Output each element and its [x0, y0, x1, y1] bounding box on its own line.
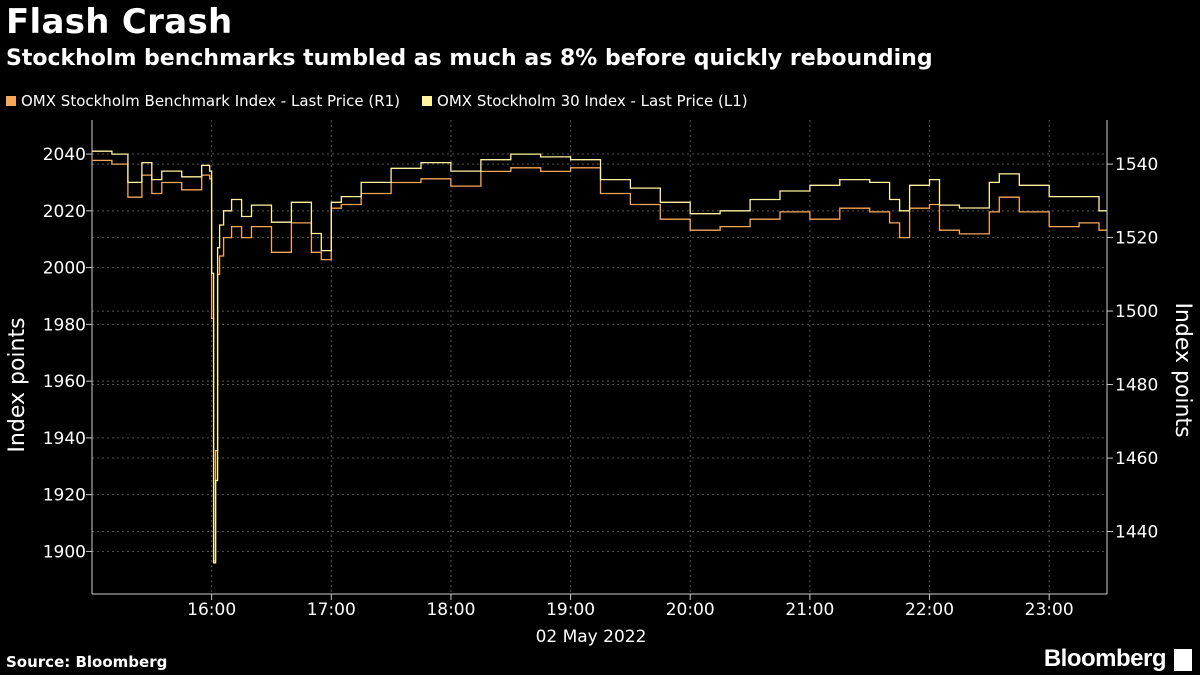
right-tick-label-1480: 1480	[1115, 376, 1158, 396]
left-tick-label-1980: 1980	[43, 315, 86, 335]
legend-item-omx30: OMX Stockholm 30 Index - Last Price (L1)	[422, 92, 748, 110]
right-tick-label-1440: 1440	[1115, 523, 1158, 543]
x-axis-title: 02 May 2022	[536, 627, 647, 647]
axes: 1900 1920 1940 1960 1980 2000 2020 2040 1440 1460…	[43, 120, 1158, 620]
x-tick-label-1800: 18:00	[426, 600, 475, 620]
x-tick-label-2200: 22:00	[905, 600, 954, 620]
x-tick-label-1700: 17:00	[307, 600, 356, 620]
left-tick-label-2000: 2000	[43, 259, 86, 279]
source-note: Source: Bloomberg	[6, 653, 168, 671]
bloomberg-logo-icon	[1174, 649, 1192, 671]
chart-subtitle: Stockholm benchmarks tumbled as much as …	[6, 46, 933, 71]
chart-title: Flash Crash	[6, 2, 233, 42]
right-tick-label-1460: 1460	[1115, 449, 1158, 469]
legend-item-benchmark: OMX Stockholm Benchmark Index - Last Pri…	[6, 92, 400, 110]
left-tick-label-1900: 1900	[43, 542, 86, 562]
x-tick-label-2100: 21:00	[785, 600, 834, 620]
legend-label-benchmark: OMX Stockholm Benchmark Index - Last Pri…	[21, 92, 401, 110]
left-tick-label-1940: 1940	[43, 429, 86, 449]
x-tick-label-1900: 19:00	[546, 600, 595, 620]
grid	[92, 120, 1107, 594]
series-lines	[92, 150, 1107, 564]
x-tick-label-2300: 23:00	[1025, 600, 1074, 620]
left-tick-label-2020: 2020	[43, 202, 86, 222]
right-axis-title: Index points	[1170, 302, 1195, 437]
series-line-omx30	[92, 150, 1107, 564]
x-tick-label-1600: 16:00	[187, 600, 236, 620]
left-tick-label-2040: 2040	[43, 145, 86, 165]
right-tick-label-1500: 1500	[1115, 302, 1158, 322]
bloomberg-logo: Bloomberg	[1043, 645, 1167, 672]
right-tick-label-1520: 1520	[1115, 229, 1158, 249]
legend-swatch-benchmark	[6, 96, 16, 106]
legend-label-omx30: OMX Stockholm 30 Index - Last Price (L1)	[437, 92, 748, 110]
left-tick-label-1920: 1920	[43, 486, 86, 506]
left-axis-title: Index points	[5, 317, 30, 452]
series-line-benchmark	[92, 159, 1107, 562]
left-tick-label-1960: 1960	[43, 372, 86, 392]
x-tick-label-2000: 20:00	[666, 600, 715, 620]
legend: OMX Stockholm Benchmark Index - Last Pri…	[6, 92, 748, 110]
legend-swatch-omx30	[422, 96, 433, 106]
right-tick-label-1540: 1540	[1115, 155, 1158, 175]
